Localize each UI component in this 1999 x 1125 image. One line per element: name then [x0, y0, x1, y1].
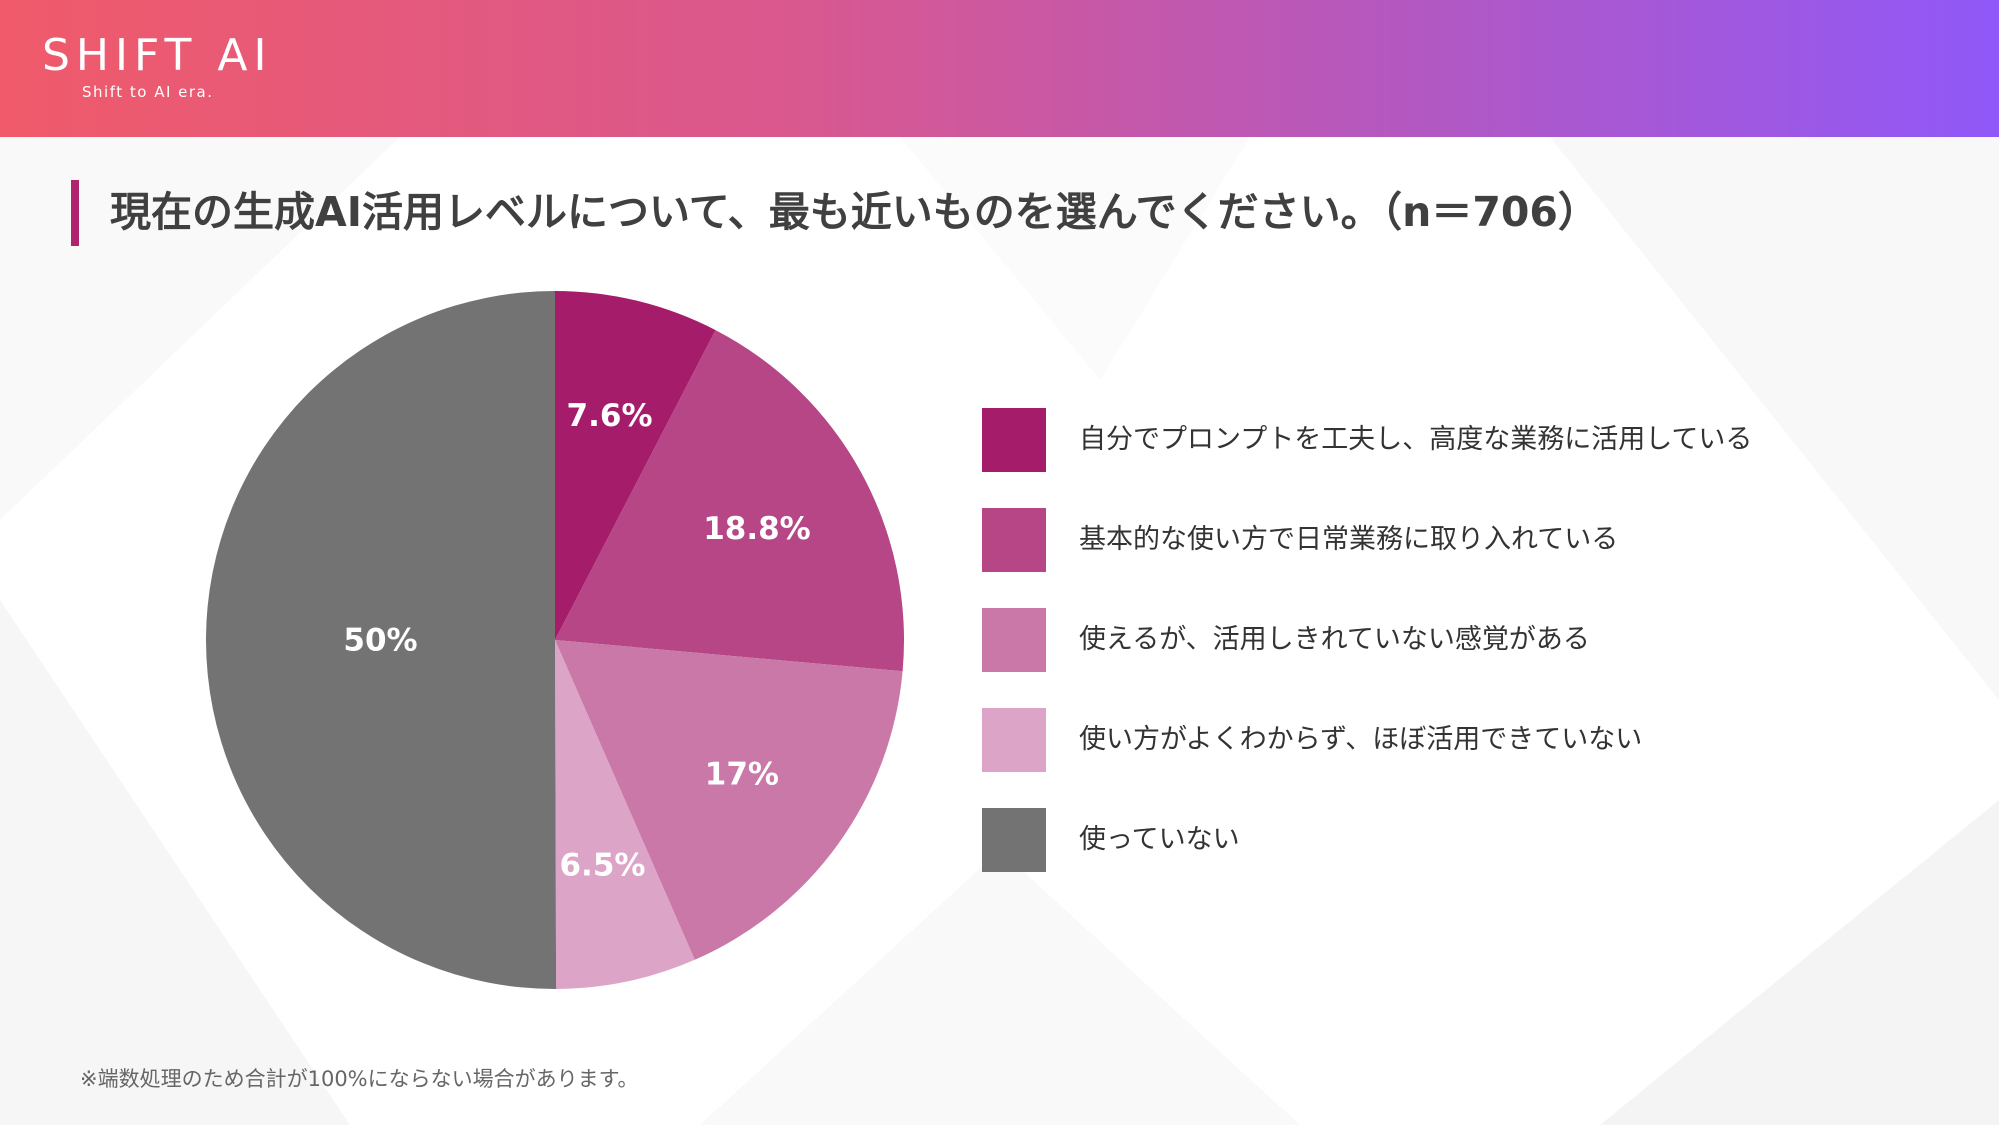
title-accent-bar — [71, 180, 79, 246]
legend-item-5: 使っていない — [982, 808, 1882, 872]
slice-label-5: 50% — [343, 622, 417, 658]
logo-tagline: Shift to AI era. — [82, 83, 214, 101]
legend-swatch — [982, 408, 1046, 472]
slice-label-4: 6.5% — [559, 847, 645, 883]
slice-label-1: 7.6% — [567, 398, 653, 434]
legend-label: 使い方がよくわからず、ほぼ活用できていない — [1079, 724, 1643, 755]
legend-item-1: 自分でプロンプトを工夫し、高度な業務に活用している — [982, 408, 1882, 472]
legend-item-4: 使い方がよくわからず、ほぼ活用できていない — [982, 708, 1882, 772]
logo: SHIFT AI — [42, 30, 273, 81]
slice-label-2: 18.8% — [703, 511, 811, 547]
pie-slice-3 — [555, 640, 903, 960]
legend-swatch — [982, 608, 1046, 672]
footnote: ※端数処理のため合計が100%にならない場合があります。 — [80, 1067, 639, 1091]
legend-swatch — [982, 508, 1046, 572]
legend-label: 使えるが、活用しきれていない感覚がある — [1079, 624, 1590, 655]
legend-swatch — [982, 708, 1046, 772]
legend-swatch — [982, 808, 1046, 872]
legend-label: 使っていない — [1079, 824, 1240, 855]
pie-slice-2 — [555, 330, 904, 672]
header-banner: SHIFT AI Shift to AI era. — [0, 0, 1999, 137]
legend-label: 基本的な使い方で日常業務に取り入れている — [1079, 524, 1619, 555]
legend-label: 自分でプロンプトを工夫し、高度な業務に活用している — [1079, 424, 1753, 455]
page-title: 現在の生成AI活用レベルについて、最も近いものを選んでください。（n＝706） — [110, 188, 1599, 236]
legend-item-3: 使えるが、活用しきれていない感覚がある — [982, 608, 1882, 672]
pie-slice-1 — [555, 291, 716, 640]
legend-item-2: 基本的な使い方で日常業務に取り入れている — [982, 508, 1882, 572]
pie-slice-4 — [555, 640, 695, 989]
slice-label-3: 17% — [705, 757, 779, 793]
pie-slice-5 — [205, 291, 557, 989]
